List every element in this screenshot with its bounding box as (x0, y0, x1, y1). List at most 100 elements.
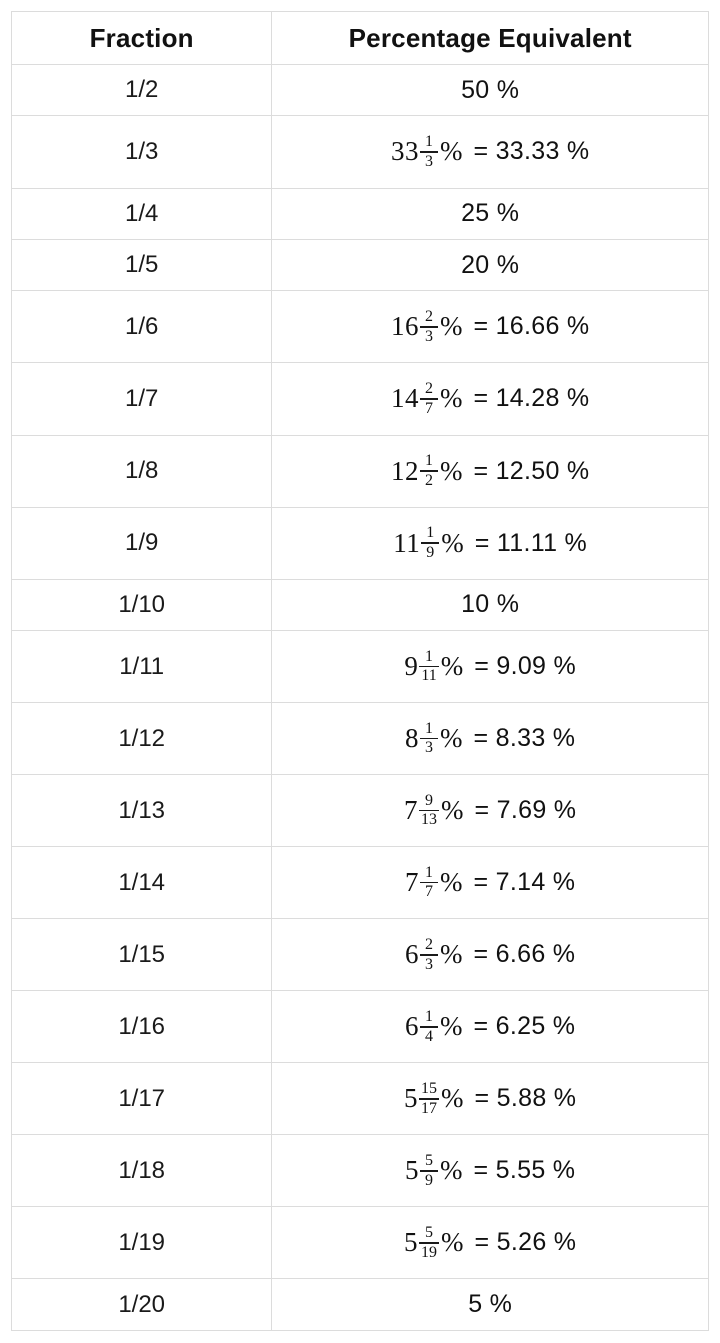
table-row: 1/9 11 1 9% = 11.11 % (10, 506, 709, 580)
decimal-equivalent: = 5.88 % (474, 1084, 577, 1113)
fraction-denominator: 7 (424, 399, 433, 417)
mixed-number-expression: 8 1 3% = 8.33 % (405, 719, 576, 757)
table-row: 1/14 7 1 7% = 7.14 % (10, 846, 709, 920)
percentage-cell: 7 9 13% = 7.69 % (271, 774, 709, 848)
fraction-bar (420, 1170, 439, 1172)
fraction-cell: 1/11 (10, 630, 273, 704)
fraction-denominator: 3 (424, 327, 433, 345)
percentage-value: 25 % (461, 199, 520, 228)
fraction-cell: 1/4 (10, 187, 273, 240)
decimal-equivalent: = 33.33 % (473, 137, 590, 166)
fraction-bar (419, 809, 440, 812)
percentage-value: 20 % (461, 250, 520, 279)
percentage-cell: 8 1 3% = 8.33 % (271, 702, 709, 776)
fraction-bar (419, 326, 438, 328)
table-row: 1/5 20 % (10, 238, 709, 292)
percentage-cell: 5 % (271, 1278, 709, 1331)
column-header-percentage: Percentage Equivalent (271, 11, 709, 65)
whole-number-part: 9 (404, 651, 419, 682)
fraction-denominator: 4 (425, 1027, 434, 1045)
mixed-number-expression: 6 2 3% = 6.66 % (405, 935, 575, 973)
mixed-number-expression: 5 5 19% = 5.26 % (404, 1224, 577, 1261)
fraction-bar (420, 1026, 439, 1028)
percent-sign: % (441, 1083, 464, 1114)
fraction-cell: 1/6 (10, 290, 273, 364)
table-row: 1/3 33 1 3% = 33.33 % (10, 115, 709, 189)
fraction-denominator: 3 (425, 739, 434, 757)
table-row: 1/15 6 2 3% = 6.66 % (10, 918, 709, 992)
percentage-cell: 12 1 2% = 12.50 % (271, 434, 709, 508)
mixed-number-expression: 11 1 9% = 11.11 % (393, 524, 587, 561)
stacked-fraction: 15 17 (419, 1080, 440, 1117)
percentage-value: 10 % (461, 590, 520, 619)
stacked-fraction: 5 19 (419, 1224, 440, 1261)
fraction-numerator: 1 (424, 132, 433, 150)
percentage-cell: 9 1 11% = 9.09 % (271, 630, 709, 704)
fraction-denominator: 11 (421, 667, 437, 685)
fraction-denominator: 2 (424, 471, 433, 489)
table-row: 1/2 50 % (10, 63, 709, 117)
fraction-cell: 1/8 (10, 434, 273, 508)
percent-sign: % (441, 527, 464, 558)
fraction-percentage-table: Fraction Percentage Equivalent 1/2 50 % 1/… (10, 11, 709, 1331)
mixed-number-expression: 33 1 3% = 33.33 % (391, 132, 590, 170)
mixed-number-expression: 6 1 4% = 6.25 % (405, 1008, 575, 1045)
decimal-equivalent: = 8.33 % (473, 724, 576, 753)
fraction-cell: 1/2 (10, 63, 273, 117)
fraction-numerator: 1 (426, 524, 435, 541)
decimal-equivalent: = 16.66 % (473, 312, 590, 341)
decimal-equivalent: = 9.09 % (474, 652, 577, 681)
decimal-equivalent: = 7.69 % (474, 796, 577, 825)
percentage-cell: 6 1 4% = 6.25 % (271, 990, 709, 1064)
fraction-numerator: 2 (425, 935, 434, 953)
whole-number-part: 12 (390, 455, 419, 486)
table-row: 1/19 5 5 19% = 5.26 % (10, 1206, 709, 1280)
whole-number-part: 6 (405, 939, 420, 970)
table-row: 1/7 14 2 7% = 14.28 % (10, 362, 709, 436)
percent-sign: % (440, 1155, 463, 1186)
fraction-denominator: 19 (421, 1243, 438, 1261)
fraction-cell: 1/16 (10, 990, 273, 1064)
percentage-cell: 14 2 7% = 14.28 % (271, 362, 709, 436)
fraction-numerator: 1 (425, 719, 434, 737)
percentage-cell: 16 2 3% = 16.66 % (271, 290, 709, 364)
whole-number-part: 5 (404, 1083, 419, 1114)
fraction-bar (420, 954, 439, 956)
decimal-equivalent: = 14.28 % (473, 384, 590, 413)
mixed-number-expression: 9 1 11% = 9.09 % (404, 648, 577, 685)
decimal-equivalent: = 5.26 % (474, 1228, 577, 1257)
fraction-cell: 1/13 (10, 774, 273, 848)
percentage-cell: 10 % (271, 578, 709, 632)
percent-sign: % (440, 939, 463, 970)
percentage-cell: 25 % (271, 187, 709, 240)
fraction-bar (420, 881, 439, 884)
fraction-cell: 1/15 (10, 918, 273, 992)
mixed-number-expression: 16 2 3% = 16.66 % (391, 307, 590, 345)
mixed-number-expression: 14 2 7% = 14.28 % (391, 380, 590, 417)
fraction-numerator: 1 (425, 863, 434, 881)
percentage-cell: 5 15 17% = 5.88 % (271, 1062, 709, 1136)
fraction-cell: 1/20 (10, 1278, 273, 1331)
fraction-cell: 1/9 (10, 506, 273, 580)
fraction-cell: 1/18 (10, 1134, 273, 1208)
mixed-number-expression: 7 9 13% = 7.69 % (404, 792, 577, 829)
whole-number-part: 11 (393, 527, 421, 558)
table-row: 1/18 5 5 9% = 5.55 % (10, 1134, 709, 1208)
fraction-bar (420, 737, 439, 740)
decimal-equivalent: = 7.14 % (473, 868, 576, 897)
fraction-cell: 1/3 (10, 115, 273, 189)
percent-sign: % (439, 455, 463, 486)
fraction-cell: 1/5 (10, 238, 273, 292)
fraction-cell: 1/10 (10, 578, 273, 632)
fraction-numerator: 2 (424, 307, 433, 325)
mixed-number-expression: 7 1 7% = 7.14 % (405, 863, 576, 901)
fraction-denominator: 17 (421, 1099, 438, 1117)
table-header: Fraction Percentage Equivalent (10, 11, 709, 65)
percentage-cell: 50 % (271, 63, 709, 117)
